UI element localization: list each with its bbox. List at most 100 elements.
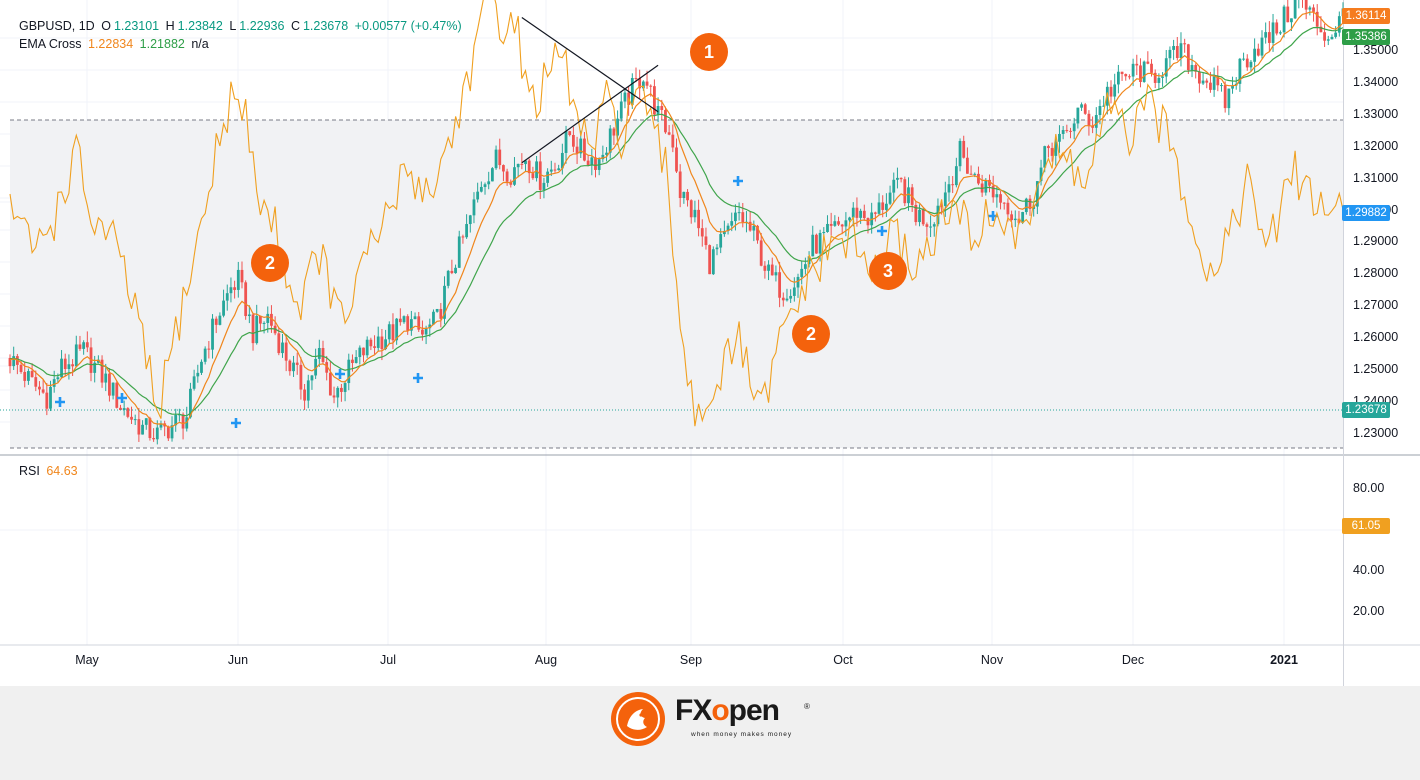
candle-body bbox=[634, 77, 638, 79]
candle-body bbox=[1223, 85, 1227, 109]
price-trendline bbox=[521, 64, 659, 164]
candle-body bbox=[951, 184, 955, 186]
candle-body bbox=[1124, 74, 1128, 77]
month-label: May bbox=[75, 653, 99, 667]
candle-body bbox=[354, 357, 358, 363]
candle-body bbox=[130, 416, 133, 420]
candle-body bbox=[1050, 148, 1054, 156]
candle-body bbox=[932, 224, 936, 227]
price-tick: 1.32000 bbox=[1353, 139, 1399, 153]
candle-body bbox=[1290, 18, 1293, 23]
candle-body bbox=[896, 177, 899, 180]
ema-cross-marker bbox=[117, 393, 127, 403]
candle-body bbox=[207, 348, 211, 350]
candle-body bbox=[1142, 61, 1146, 82]
candle-body bbox=[1175, 46, 1179, 59]
candle-body bbox=[413, 316, 417, 320]
candle-body bbox=[619, 101, 623, 119]
candle-body bbox=[1286, 6, 1290, 23]
candle-body bbox=[575, 146, 579, 154]
ema-label: EMA Cross bbox=[19, 37, 82, 51]
candle-body bbox=[535, 161, 538, 179]
candle-body bbox=[1212, 76, 1216, 90]
chart-canvas[interactable] bbox=[0, 0, 1420, 686]
candle-body bbox=[918, 209, 921, 223]
candle-body bbox=[531, 173, 535, 179]
candle-body bbox=[1043, 146, 1047, 168]
candle-body bbox=[1120, 71, 1124, 75]
candle-body bbox=[1194, 65, 1198, 72]
rsi-label: RSI bbox=[19, 464, 40, 478]
candle-body bbox=[940, 205, 944, 207]
price-tick: 1.28000 bbox=[1353, 266, 1399, 280]
candle-body bbox=[608, 128, 612, 153]
candle-body bbox=[859, 210, 863, 218]
rsi-trendline bbox=[521, 17, 659, 113]
high-label: H bbox=[165, 19, 175, 33]
candle-body bbox=[616, 118, 619, 136]
candle-body bbox=[752, 225, 756, 231]
candle-body bbox=[119, 407, 122, 411]
candle-body bbox=[1013, 218, 1017, 221]
candle-body bbox=[251, 314, 255, 344]
open-label: O bbox=[101, 19, 111, 33]
candle-body bbox=[443, 285, 446, 319]
candle-body bbox=[811, 234, 815, 257]
candle-body bbox=[1227, 88, 1231, 109]
rsi-tag: 61.05 bbox=[1342, 518, 1390, 534]
brand-fx: FX bbox=[675, 694, 712, 727]
candle-body bbox=[1197, 71, 1201, 84]
price-tick: 1.33000 bbox=[1353, 107, 1399, 121]
candle-body bbox=[542, 182, 546, 190]
candle-body bbox=[862, 210, 866, 219]
ema-cross-marker bbox=[335, 369, 345, 379]
candle-body bbox=[494, 149, 498, 169]
candle-body bbox=[516, 163, 520, 168]
candle-body bbox=[244, 282, 248, 317]
candle-body bbox=[85, 342, 89, 348]
candle-body bbox=[446, 270, 450, 286]
candle-body bbox=[1271, 22, 1275, 43]
candle-body bbox=[240, 269, 244, 283]
candle-body bbox=[1179, 43, 1183, 59]
candle-body bbox=[310, 375, 314, 381]
candle-body bbox=[1098, 105, 1102, 116]
candle-body bbox=[270, 313, 273, 326]
candle-body bbox=[1164, 58, 1168, 77]
ema-cross-marker bbox=[413, 373, 423, 383]
candle-body bbox=[719, 234, 723, 248]
price-tag-crosshair: 1.29882 bbox=[1342, 205, 1390, 221]
ema-cross-marker bbox=[55, 397, 65, 407]
candle-body bbox=[424, 328, 428, 335]
candle-body bbox=[222, 300, 225, 316]
candle-body bbox=[1231, 85, 1234, 89]
symbol-label: GBPUSD, 1D bbox=[19, 19, 95, 33]
candle-body bbox=[71, 364, 74, 367]
candle-body bbox=[1146, 61, 1150, 64]
candle-body bbox=[284, 342, 288, 361]
candle-body bbox=[435, 308, 439, 312]
candle-body bbox=[1334, 32, 1338, 37]
candle-body bbox=[104, 373, 108, 383]
candle-body bbox=[395, 318, 399, 341]
candle-body bbox=[189, 388, 192, 418]
candle-body bbox=[929, 226, 932, 228]
candle-body bbox=[988, 179, 991, 186]
candle-body bbox=[586, 160, 590, 166]
annotation-badge-2: 2 bbox=[792, 315, 830, 353]
candle-body bbox=[181, 414, 185, 429]
candle-body bbox=[800, 268, 804, 277]
fxopen-emblem-icon bbox=[611, 692, 665, 746]
candle-body bbox=[1021, 212, 1025, 223]
candle-body bbox=[1065, 130, 1069, 132]
candle-body bbox=[1220, 85, 1223, 87]
low-label: L bbox=[229, 19, 237, 33]
candle-body bbox=[697, 209, 700, 229]
candle-body bbox=[398, 318, 402, 323]
candle-body bbox=[877, 202, 881, 214]
candle-body bbox=[351, 359, 354, 363]
candle-body bbox=[892, 179, 896, 193]
candle-body bbox=[984, 179, 988, 193]
candle-body bbox=[262, 322, 266, 324]
candle-body bbox=[962, 140, 966, 158]
